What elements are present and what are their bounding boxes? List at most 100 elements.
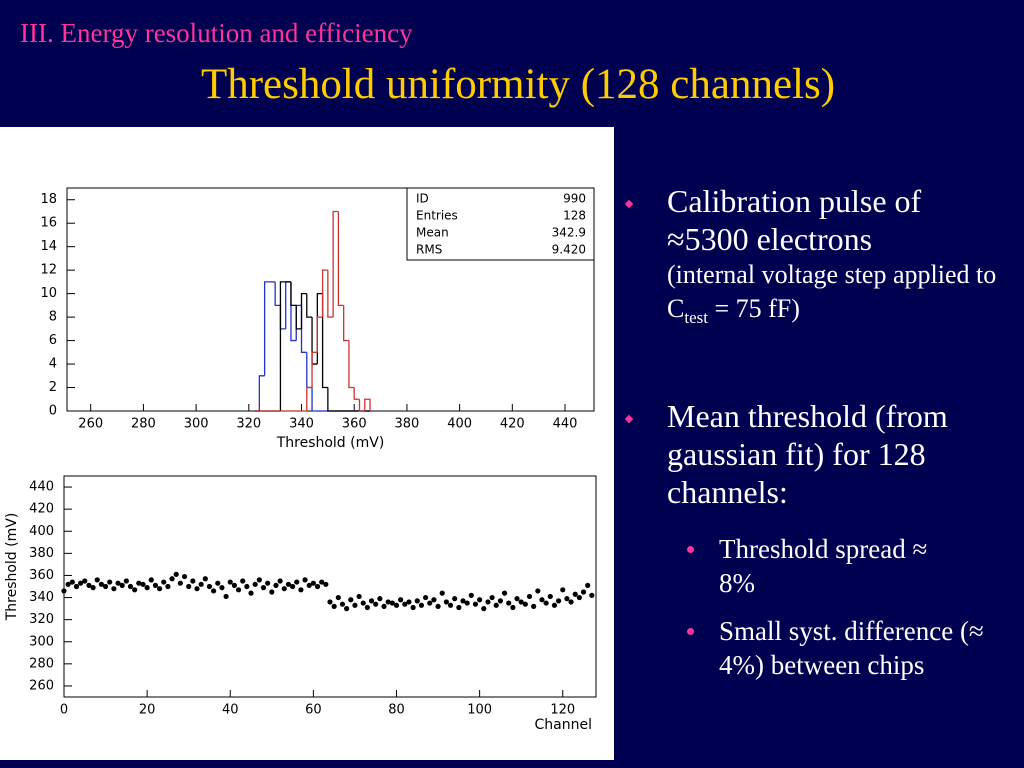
data-point [227,579,233,585]
data-point [460,598,466,604]
y-tick-label: 280 [29,656,54,671]
data-point [335,594,341,601]
data-point [248,590,254,596]
histogram-bin [348,340,355,389]
data-point [289,583,296,590]
data-point [377,596,383,602]
data-point [78,580,84,586]
y-tick-label: 18 [40,192,57,207]
y-tick-label: 14 [40,239,57,254]
data-point [65,581,71,587]
data-point [306,582,312,588]
data-point [497,598,504,604]
data-point [439,590,445,596]
data-point [107,579,113,585]
bullet: Calibration pulse of ≈5300 electrons (in… [667,182,1007,335]
data-point [348,597,354,603]
data-point [152,582,159,588]
data-point [202,576,208,582]
data-point [452,596,458,602]
data-point [148,577,154,583]
data-point [422,594,429,601]
data-point [190,578,196,584]
data-point [223,593,229,600]
data-point [102,583,109,590]
x-tick-label: 320 [236,417,261,432]
data-point [323,581,329,587]
data-point [123,578,129,584]
data-point [393,602,400,608]
data-point [331,603,337,609]
data-point [132,587,138,593]
data-point [69,579,75,585]
note-text: (internal voltage step applied to C [667,260,997,323]
data-point [568,599,574,605]
data-point [472,601,479,607]
data-point [94,577,100,583]
x-axis-label: Threshold (mV) [276,435,385,451]
data-point [281,586,287,592]
data-point [481,606,487,612]
data-point [456,604,462,611]
data-point [368,598,375,604]
data-point [485,599,491,605]
data-point [427,600,433,606]
y-tick-label: 320 [29,612,54,627]
data-point [510,604,516,611]
histogram-bin [300,305,307,353]
data-point [572,591,578,597]
x-tick-label: 120 [550,703,575,718]
histogram-bin [364,398,371,411]
data-point [406,599,412,605]
data-point [61,588,67,594]
data-point [360,600,366,606]
data-point [506,600,512,606]
data-point [177,580,183,586]
sub-bullet: Small syst. difference (≈ 4%) between ch… [719,616,984,680]
y-tick-label: 380 [29,546,54,561]
data-point [294,579,300,585]
data-point [73,583,80,590]
data-point [547,593,553,600]
y-tick-label: 260 [29,678,54,693]
data-point [173,571,179,577]
data-point [277,578,283,584]
x-tick-label: 360 [342,417,367,432]
data-point [493,602,499,608]
data-point [564,596,570,602]
histogram-bin [285,281,291,329]
y-tick-label: 12 [40,263,57,278]
data-point [206,583,213,590]
data-point [327,599,333,605]
data-point [468,592,474,598]
stats-label: ID [416,192,429,206]
data-point [111,586,117,592]
data-point [252,581,258,587]
data-point [410,604,416,611]
data-point [344,606,350,612]
histogram-bin [306,293,313,318]
data-point [269,589,275,595]
data-point [539,597,545,603]
data-point [352,602,358,608]
x-tick-label: 400 [447,417,472,432]
histogram-bin [337,211,344,307]
data-point [115,580,121,586]
stats-value: 128 [563,209,586,223]
bullet-note: (internal voltage step applied to Ctest … [667,258,1007,335]
stats-value: 990 [563,192,586,206]
data-point [119,582,125,588]
y-tick-label: 8 [49,310,57,325]
x-tick-label: 60 [305,703,322,718]
data-point [576,594,582,601]
data-point [302,577,308,583]
charts: 260 280 300 320 340 360 380 400 420 4400246810121… [4,187,597,733]
sub-bullet-marker [687,546,694,553]
y-tick-label: 420 [29,502,54,517]
y-tick-label: 0 [49,404,57,419]
data-point [285,581,292,587]
data-point [198,581,204,587]
data-point [140,581,146,587]
data-point [560,587,566,593]
sub-bullet-marker [687,628,694,635]
